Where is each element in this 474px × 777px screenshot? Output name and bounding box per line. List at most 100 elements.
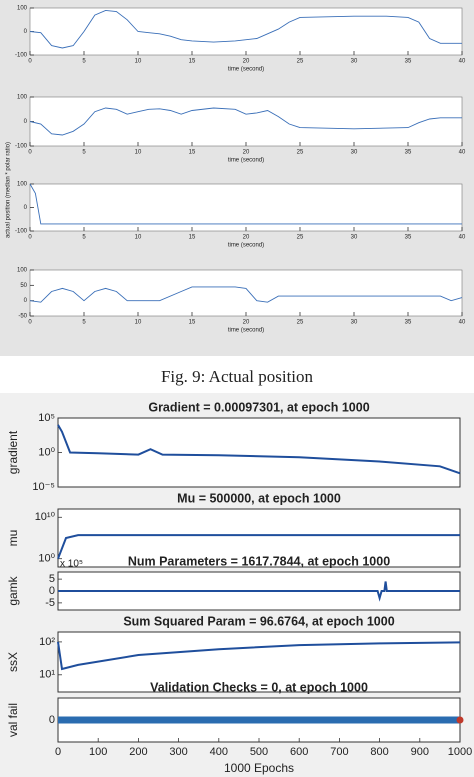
y-multiplier: x 10⁵ bbox=[60, 559, 83, 570]
axes-background bbox=[57, 417, 461, 488]
x-tick-label: 30 bbox=[351, 150, 358, 156]
data-line bbox=[57, 534, 460, 560]
y-tick-label: 0 bbox=[49, 714, 55, 726]
y-tick-label: 10¹⁰ bbox=[35, 511, 56, 523]
y-tick-label: -100 bbox=[15, 53, 28, 59]
x-tick-label: 20 bbox=[243, 59, 250, 65]
x-tick-label: 35 bbox=[405, 150, 412, 156]
x-tick-label: 5 bbox=[82, 59, 86, 65]
x-tick-label: 0 bbox=[28, 59, 32, 65]
x-tick-label: 500 bbox=[250, 746, 268, 758]
y-tick-label: 0 bbox=[24, 205, 28, 211]
x-tick-label: 0 bbox=[55, 746, 61, 758]
data-line bbox=[57, 424, 461, 475]
x-axis-label: time (second) bbox=[228, 328, 264, 334]
y-tick-label: 0 bbox=[49, 585, 55, 597]
x-tick-label: 0 bbox=[28, 320, 32, 326]
x-axis-label: time (second) bbox=[228, 67, 264, 73]
figure-ylabel: actual position (median * polar ratio) bbox=[6, 142, 12, 238]
chart-title: Mu = 500000, at epoch 1000 bbox=[177, 491, 341, 505]
x-tick-label: 25 bbox=[297, 150, 304, 156]
axes-background bbox=[29, 183, 463, 232]
y-tick-label: 5 bbox=[49, 573, 55, 585]
y-tick-label: 10⁰ bbox=[38, 446, 55, 458]
data-line bbox=[29, 183, 462, 225]
x-tick-label: 30 bbox=[351, 59, 358, 65]
x-tick-label: 20 bbox=[243, 235, 250, 241]
x-tick-label: 10 bbox=[135, 150, 142, 156]
x-tick-label: 10 bbox=[135, 235, 142, 241]
end-marker bbox=[456, 716, 464, 724]
y-tick-label: -5 bbox=[45, 597, 55, 609]
x-tick-label: 25 bbox=[297, 59, 304, 65]
x-tick-label: 800 bbox=[370, 746, 388, 758]
y-tick-label: 0 bbox=[24, 29, 28, 35]
y-axis-label: gamk bbox=[6, 575, 20, 605]
x-tick-label: 900 bbox=[411, 746, 429, 758]
y-tick-label: 100 bbox=[17, 95, 28, 101]
x-tick-label: 1000 bbox=[448, 746, 472, 758]
y-tick-label: 10⁰ bbox=[38, 553, 55, 565]
chart-title: Sum Squared Param = 96.6764, at epoch 10… bbox=[123, 614, 394, 628]
x-tick-label: 10 bbox=[135, 320, 142, 326]
x-tick-label: 15 bbox=[189, 150, 196, 156]
axes-background bbox=[29, 269, 463, 317]
x-tick-label: 300 bbox=[169, 746, 187, 758]
x-tick-label: 0 bbox=[28, 235, 32, 241]
x-tick-label: 40 bbox=[459, 320, 466, 326]
x-tick-label: 15 bbox=[189, 320, 196, 326]
x-tick-label: 600 bbox=[290, 746, 308, 758]
y-axis-label: ssX bbox=[6, 652, 20, 672]
y-tick-label: 100 bbox=[17, 268, 28, 274]
x-tick-label: 5 bbox=[82, 150, 86, 156]
chart-title: Num Parameters = 1617.7844, at epoch 100… bbox=[128, 554, 390, 568]
axes-background bbox=[57, 631, 461, 693]
x-tick-label: 40 bbox=[459, 235, 466, 241]
y-axis-label: mu bbox=[6, 530, 20, 547]
x-tick-label: 40 bbox=[459, 150, 466, 156]
y-tick-label: 10¹ bbox=[39, 669, 55, 681]
y-tick-label: 10⁵ bbox=[38, 412, 55, 424]
axes-background bbox=[29, 96, 463, 147]
x-tick-label: 20 bbox=[243, 150, 250, 156]
x-axis-label: time (second) bbox=[228, 243, 264, 249]
x-tick-label: 100 bbox=[89, 746, 107, 758]
y-tick-label: 0 bbox=[24, 119, 28, 125]
y-tick-label: 10⁻⁵ bbox=[32, 481, 55, 493]
y-tick-label: 50 bbox=[20, 283, 27, 289]
x-tick-label: 15 bbox=[189, 59, 196, 65]
x-tick-label: 35 bbox=[405, 320, 412, 326]
x-tick-label: 0 bbox=[28, 150, 32, 156]
x-tick-label: 15 bbox=[189, 235, 196, 241]
x-tick-label: 5 bbox=[82, 235, 86, 241]
y-tick-label: -100 bbox=[15, 229, 28, 235]
x-tick-label: 200 bbox=[129, 746, 147, 758]
chart-title: Gradient = 0.00097301, at epoch 1000 bbox=[148, 400, 369, 414]
x-tick-label: 35 bbox=[405, 235, 412, 241]
x-axis-label: time (second) bbox=[228, 158, 264, 164]
y-axis-label: val fail bbox=[6, 703, 20, 737]
data-line bbox=[29, 286, 463, 303]
y-tick-label: 10² bbox=[39, 636, 55, 648]
x-tick-label: 30 bbox=[351, 320, 358, 326]
data-line bbox=[29, 107, 462, 136]
x-tick-label: 25 bbox=[297, 235, 304, 241]
x-tick-label: 5 bbox=[82, 320, 86, 326]
x-tick-label: 25 bbox=[297, 320, 304, 326]
x-tick-label: 10 bbox=[135, 59, 142, 65]
y-tick-label: 100 bbox=[17, 182, 28, 188]
x-tick-label: 20 bbox=[243, 320, 250, 326]
y-axis-label: gradient bbox=[6, 430, 20, 474]
y-tick-label: -100 bbox=[15, 144, 28, 150]
x-tick-label: 40 bbox=[459, 59, 466, 65]
axes-background bbox=[57, 508, 461, 568]
x-tick-label: 35 bbox=[405, 59, 412, 65]
data-line bbox=[29, 9, 462, 49]
chart-title: Validation Checks = 0, at epoch 1000 bbox=[150, 680, 368, 694]
y-tick-label: -50 bbox=[18, 314, 27, 320]
y-tick-label: 0 bbox=[24, 298, 28, 304]
data-line bbox=[57, 641, 461, 671]
x-tick-label: 30 bbox=[351, 235, 358, 241]
x-tick-label: 700 bbox=[330, 746, 348, 758]
